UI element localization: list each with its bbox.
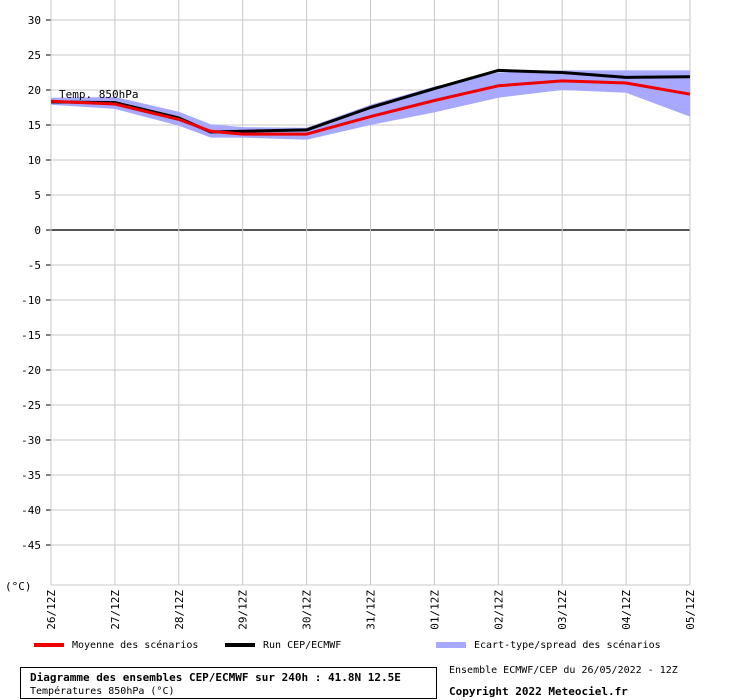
legend-swatch-spread <box>436 642 466 648</box>
x-tick-label: 30/12Z <box>301 590 314 630</box>
x-tick-label: 31/12Z <box>365 590 378 630</box>
chart-title-box: Diagramme des ensembles CEP/ECMWF sur 24… <box>20 667 437 699</box>
y-tick-label: -35 <box>21 469 41 482</box>
x-tick-label: 29/12Z <box>237 590 250 630</box>
series-line-mean <box>50 79 691 136</box>
spread-band-layer <box>51 70 690 140</box>
chart-subtitle: Températures 850hPa (°C) <box>30 686 175 697</box>
y-tick-label: 10 <box>28 154 41 167</box>
y-tick-label: 20 <box>28 84 41 97</box>
y-tick-label: 25 <box>28 49 41 62</box>
copyright-label: Copyright 2022 Meteociel.fr <box>449 685 628 698</box>
x-tick-label: 28/12Z <box>173 590 186 630</box>
y-tick-label: -25 <box>21 399 41 412</box>
x-tick-label: 01/12Z <box>428 590 441 630</box>
series-annotation: Temp. 850hPa <box>59 88 138 101</box>
x-tick-labels: 26/12Z 27/12Z 28/12Z 29/12Z 30/12Z 31/12Z 01/1… <box>45 590 697 630</box>
legend-item-run: Run CEP/ECMWF <box>225 640 341 651</box>
legend-swatch-mean <box>34 643 64 647</box>
legend-swatch-run <box>225 643 255 647</box>
legend-item-mean: Moyenne des scénarios <box>34 640 198 651</box>
series-lines-layer <box>50 68 691 136</box>
chart-title: Diagramme des ensembles CEP/ECMWF sur 24… <box>30 671 401 684</box>
x-tick-label: 03/12Z <box>556 590 569 630</box>
y-tick-label: -20 <box>21 364 41 377</box>
ensemble-source-label: Ensemble ECMWF/CEP du 26/05/2022 - 12Z <box>449 665 678 676</box>
legend-label-mean: Moyenne des scénarios <box>72 640 199 651</box>
legend-item-spread: Ecart-type/spread des scénarios <box>436 640 661 651</box>
x-tick-label: 26/12Z <box>45 590 58 630</box>
y-axis-unit-label: (°C) <box>5 580 32 593</box>
y-tick-label: -30 <box>21 434 41 447</box>
y-tick-label: 0 <box>34 224 41 237</box>
legend-label-run: Run CEP/ECMWF <box>263 640 342 651</box>
y-tick-labels: 30 25 20 15 10 5 0 -5 -10 -15 -20 -25 -30 -35 -40 -45 <box>21 14 41 552</box>
x-tick-label: 05/12Z <box>684 590 697 630</box>
y-tick-label: -40 <box>21 504 41 517</box>
grid-lines <box>46 0 691 586</box>
y-tick-label: -45 <box>21 539 41 552</box>
x-tick-label: 02/12Z <box>492 590 505 630</box>
ensemble-chart: 30 25 20 15 10 5 0 -5 -10 -15 -20 -25 -30 -35 -40 -45 2… <box>5 0 697 630</box>
x-tick-label: 04/12Z <box>620 590 633 630</box>
x-tick-label: 27/12Z <box>109 590 122 630</box>
y-tick-label: 5 <box>34 189 41 202</box>
legend-label-spread: Ecart-type/spread des scénarios <box>474 640 661 651</box>
y-tick-label: -10 <box>21 294 41 307</box>
y-tick-label: -15 <box>21 329 41 342</box>
y-tick-label: 30 <box>28 14 41 27</box>
y-tick-label: -5 <box>28 259 41 272</box>
spread-band <box>51 70 690 140</box>
y-tick-label: 15 <box>28 119 41 132</box>
